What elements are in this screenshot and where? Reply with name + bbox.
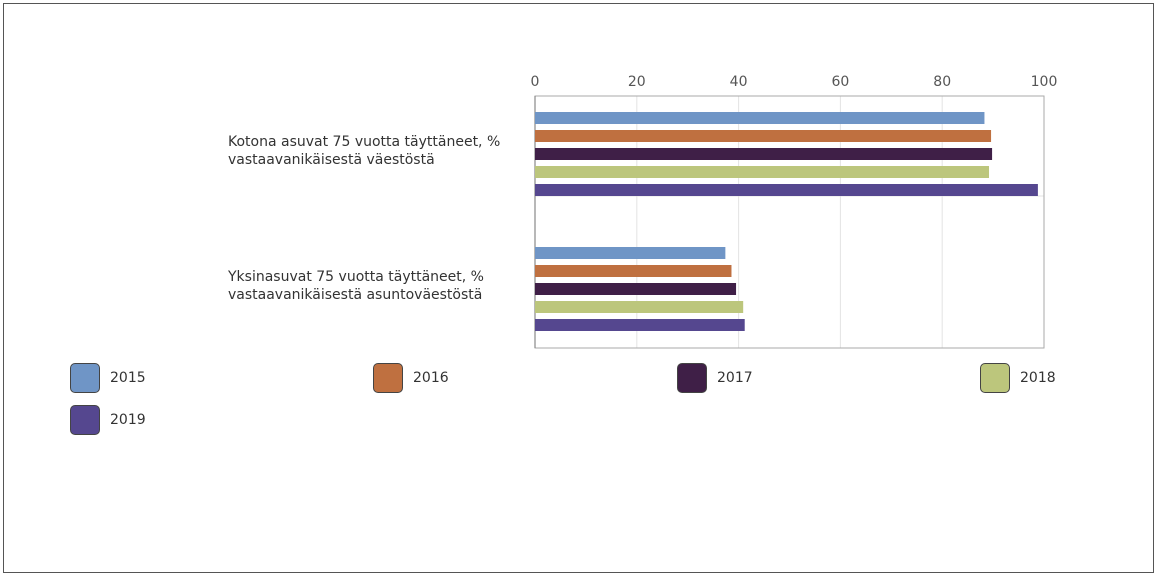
bar-2016-cat0	[535, 130, 992, 142]
legend-item-2019[interactable]: 2019	[70, 405, 146, 435]
bar-2015-cat1	[535, 247, 726, 259]
category-label: vastaavanikäisestä väestöstä	[228, 152, 435, 168]
x-tick-label: 80	[933, 74, 951, 90]
legend-item-2015[interactable]: 2015	[70, 363, 146, 393]
x-tick-label: 60	[831, 74, 849, 90]
x-tick-label: 40	[730, 74, 748, 90]
legend-swatch	[373, 363, 403, 393]
bar-2018-cat1	[535, 301, 744, 313]
category-label: vastaavanikäisestä asuntoväestöstä	[228, 287, 482, 303]
bar-2019-cat0	[535, 184, 1038, 196]
legend-label: 2016	[413, 370, 449, 386]
legend-swatch	[70, 363, 100, 393]
bar-2017-cat0	[535, 148, 993, 160]
legend-label: 2015	[110, 370, 146, 386]
legend-item-2018[interactable]: 2018	[980, 363, 1056, 393]
x-tick-label: 0	[531, 74, 540, 90]
category-label: Kotona asuvat 75 vuotta täyttäneet, %	[228, 134, 500, 150]
x-tick-label: 100	[1031, 74, 1058, 90]
bar-2017-cat1	[535, 283, 737, 295]
bar-2016-cat1	[535, 265, 732, 277]
x-tick-label: 20	[628, 74, 646, 90]
legend-swatch	[980, 363, 1010, 393]
legend-item-2017[interactable]: 2017	[677, 363, 753, 393]
legend-swatch	[70, 405, 100, 435]
legend-label: 2017	[717, 370, 753, 386]
legend-swatch	[677, 363, 707, 393]
legend-label: 2018	[1020, 370, 1056, 386]
category-label: Yksinasuvat 75 vuotta täyttäneet, %	[227, 269, 484, 285]
bar-2015-cat0	[535, 112, 985, 124]
bar-2018-cat0	[535, 166, 990, 178]
legend-label: 2019	[110, 412, 146, 428]
bar-2019-cat1	[535, 319, 745, 331]
legend-item-2016[interactable]: 2016	[373, 363, 449, 393]
